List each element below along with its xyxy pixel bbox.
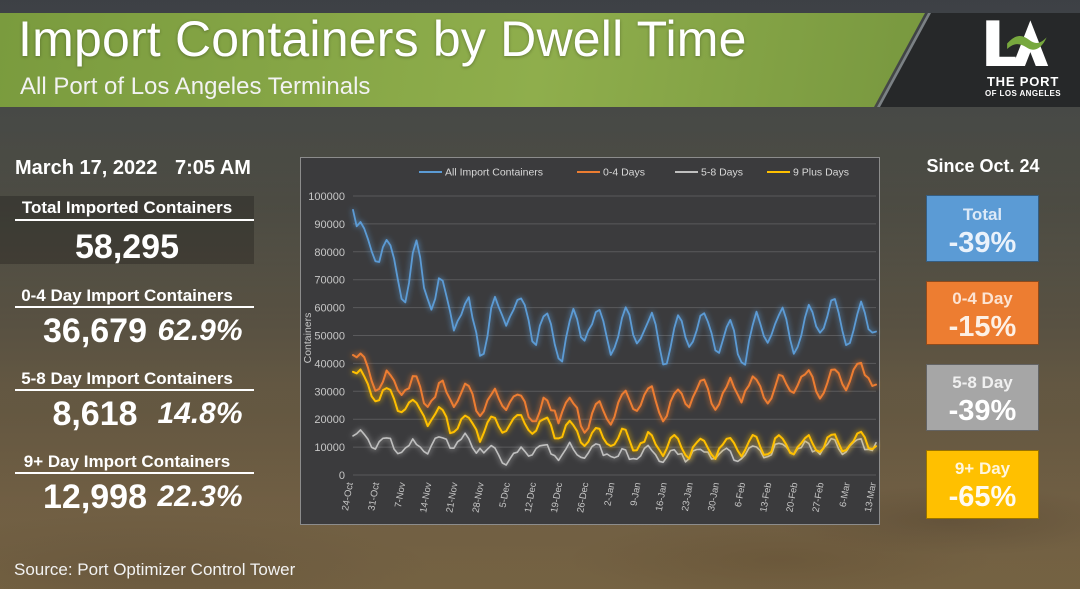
svg-text:40000: 40000 <box>314 358 345 370</box>
svg-text:14-Nov: 14-Nov <box>418 481 434 513</box>
svg-text:70000: 70000 <box>314 275 345 287</box>
svg-text:26-Dec: 26-Dec <box>575 481 591 513</box>
svg-text:10000: 10000 <box>314 442 345 454</box>
svg-text:31-Oct: 31-Oct <box>366 481 382 511</box>
svg-text:24-Oct: 24-Oct <box>340 481 356 511</box>
svg-text:30-Jan: 30-Jan <box>706 482 722 513</box>
svg-text:20000: 20000 <box>314 414 345 426</box>
svg-text:6-Mar: 6-Mar <box>838 482 853 508</box>
svg-text:50000: 50000 <box>314 331 345 343</box>
svg-text:60000: 60000 <box>314 303 345 315</box>
svg-text:Containers: Containers <box>302 313 314 364</box>
svg-text:23-Jan: 23-Jan <box>680 482 696 513</box>
svg-text:0-4 Days: 0-4 Days <box>603 167 645 179</box>
svg-text:5-8 Days: 5-8 Days <box>701 167 743 179</box>
svg-text:28-Nov: 28-Nov <box>471 481 487 513</box>
svg-text:2-Jan: 2-Jan <box>602 482 617 507</box>
svg-text:30000: 30000 <box>314 386 345 398</box>
svg-text:20-Feb: 20-Feb <box>784 482 800 514</box>
svg-text:9-Jan: 9-Jan <box>629 482 644 507</box>
svg-text:6-Feb: 6-Feb <box>733 482 748 508</box>
svg-text:19-Dec: 19-Dec <box>549 481 565 513</box>
svg-text:27-Feb: 27-Feb <box>811 482 827 514</box>
svg-text:5-Dec: 5-Dec <box>498 481 513 508</box>
svg-text:13-Mar: 13-Mar <box>863 482 879 514</box>
svg-text:12-Dec: 12-Dec <box>523 481 539 513</box>
svg-text:7-Nov: 7-Nov <box>393 481 408 508</box>
svg-text:0: 0 <box>339 470 345 482</box>
svg-text:90000: 90000 <box>314 219 345 231</box>
svg-text:16-Jan: 16-Jan <box>654 482 670 513</box>
svg-text:9 Plus Days: 9 Plus Days <box>793 167 849 179</box>
svg-text:21-Nov: 21-Nov <box>444 481 460 513</box>
svg-text:80000: 80000 <box>314 247 345 259</box>
svg-text:13-Feb: 13-Feb <box>758 482 774 514</box>
svg-text:100000: 100000 <box>308 191 345 203</box>
svg-text:All Import Containers: All Import Containers <box>445 167 543 179</box>
